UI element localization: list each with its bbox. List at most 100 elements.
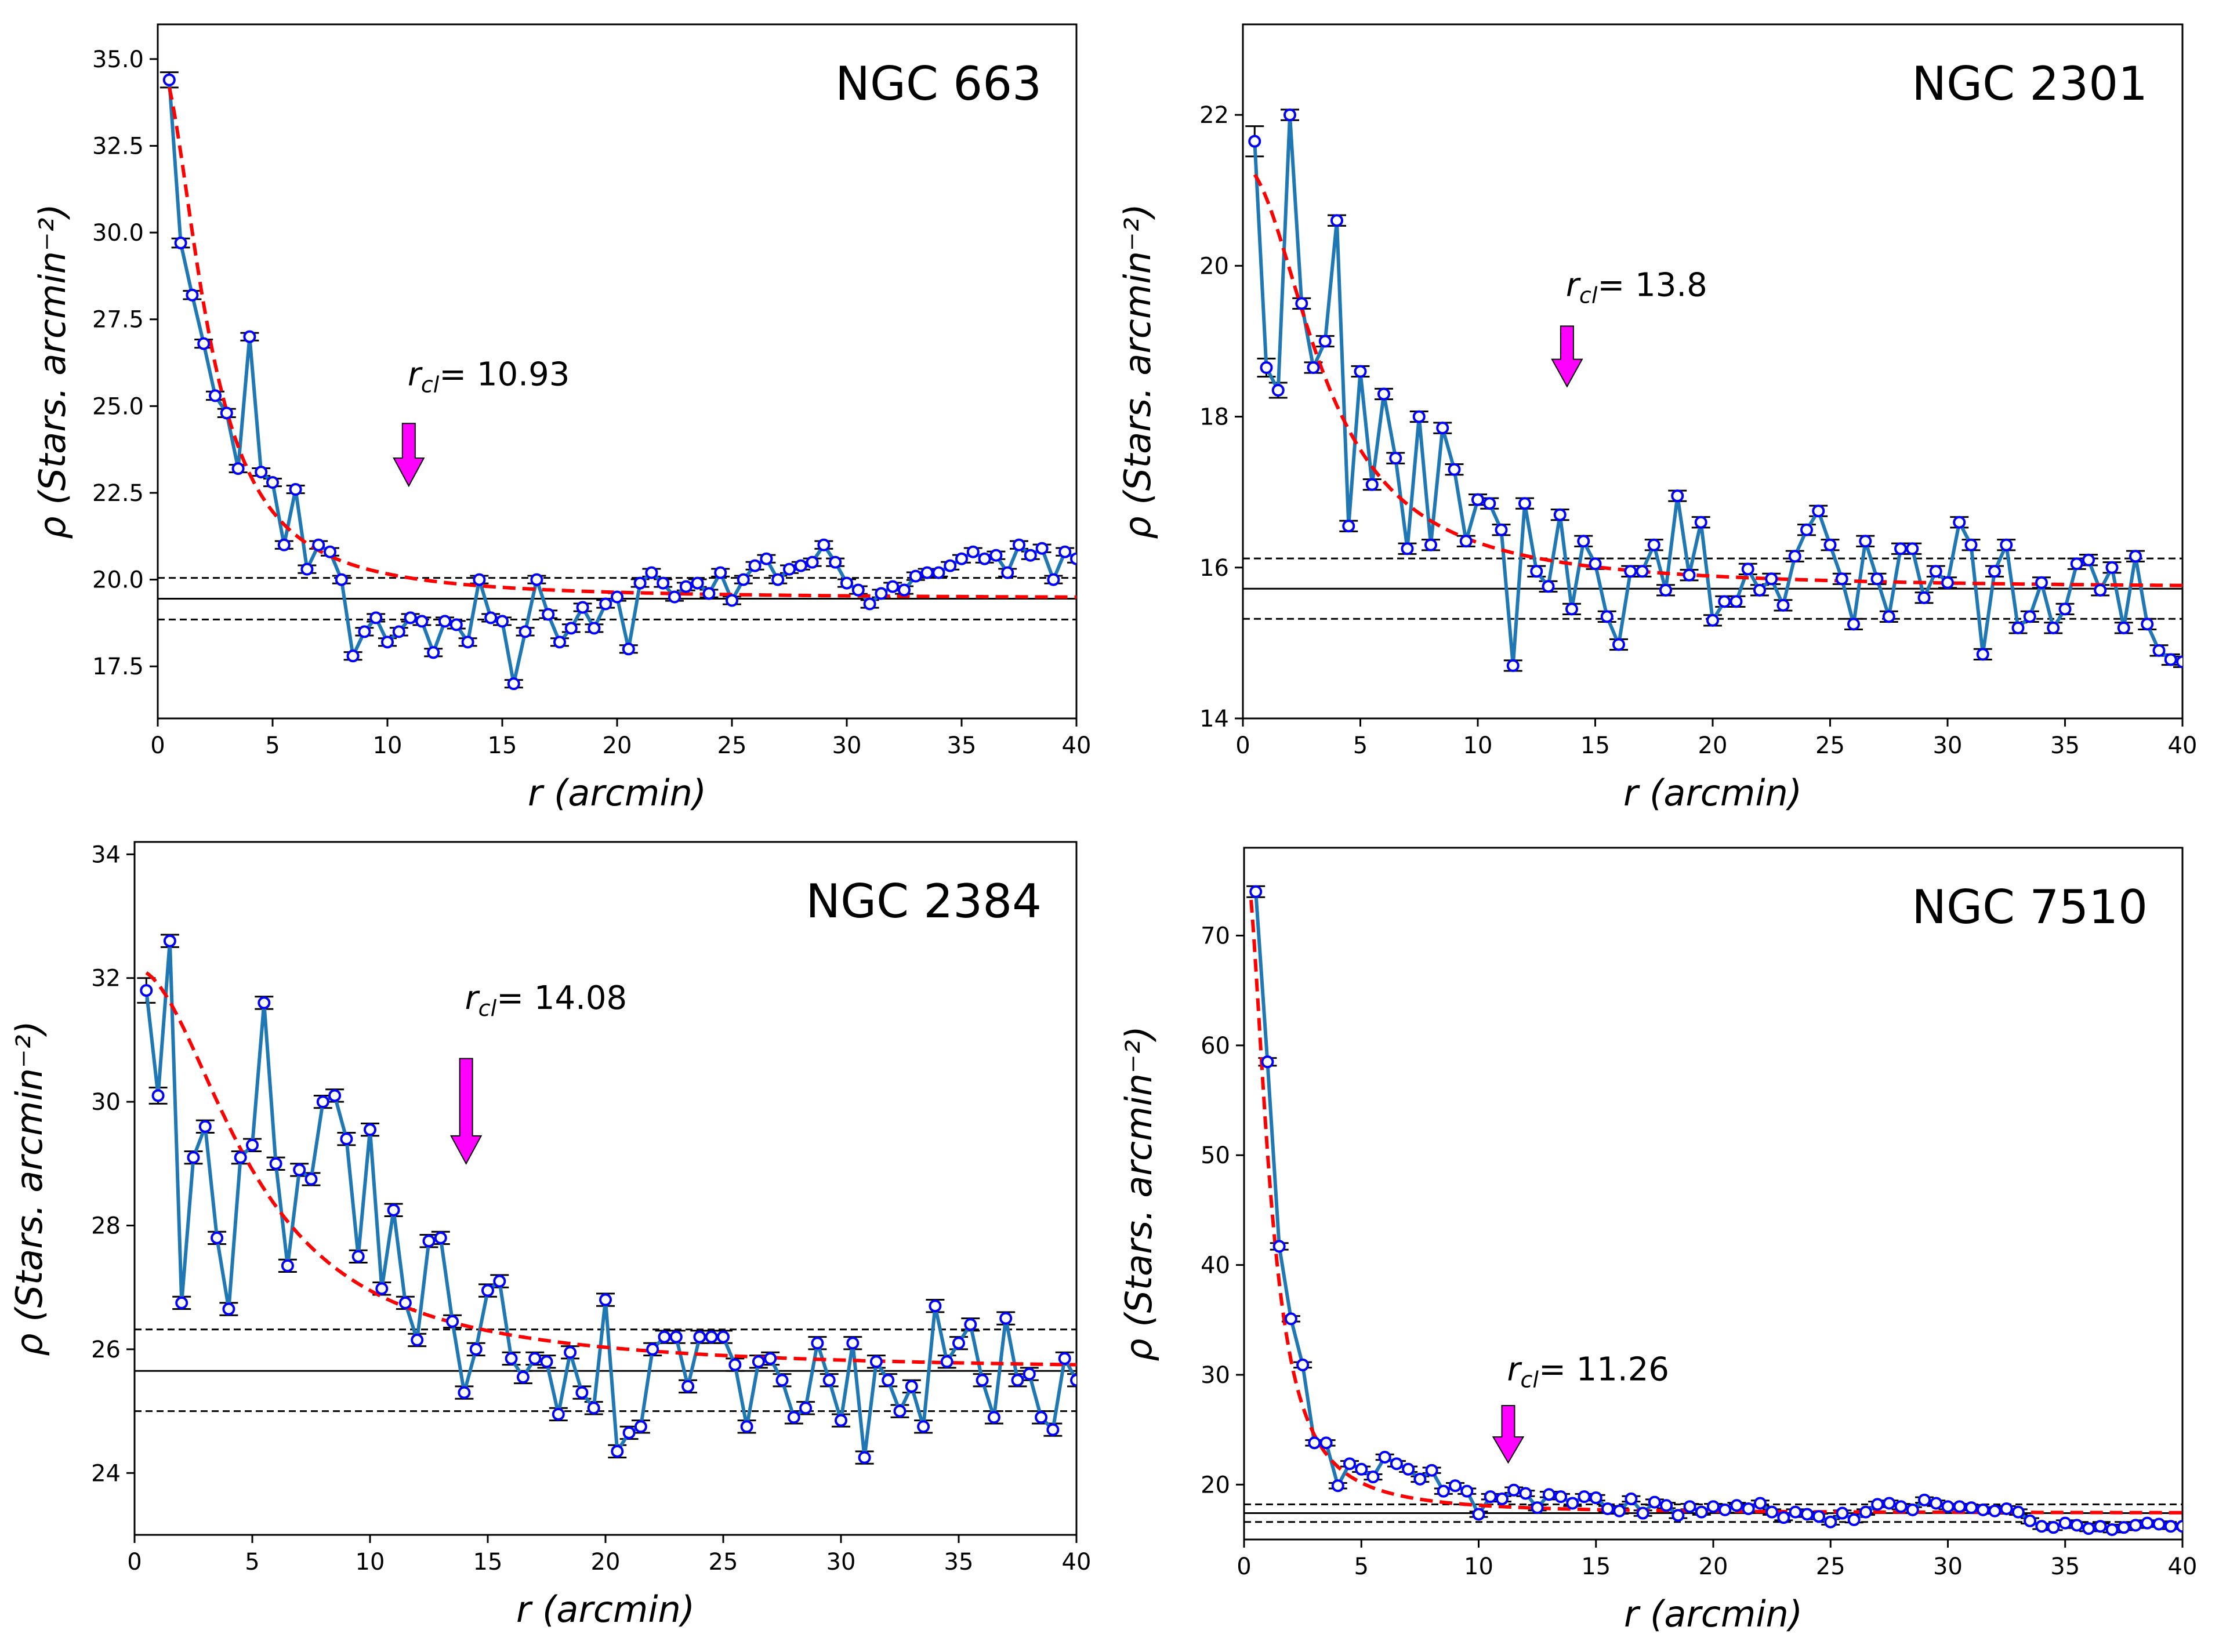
data-point	[335, 573, 348, 586]
data-point	[633, 576, 647, 590]
data-point	[1047, 573, 1060, 586]
data-point	[530, 573, 543, 586]
data-point	[1636, 1506, 1649, 1520]
data-point	[1977, 1503, 1990, 1516]
cluster-name: NGC 2301	[1912, 57, 2148, 111]
data-point	[909, 569, 922, 583]
x-tick-label: 25	[717, 732, 747, 759]
data-point	[1365, 478, 1379, 491]
data-point	[829, 555, 842, 569]
data-point	[1648, 1495, 1661, 1509]
x-tick-label: 35	[2050, 732, 2080, 759]
data-point	[952, 1337, 965, 1350]
data-point	[2082, 1522, 2095, 1535]
x-tick-label: 20	[603, 732, 632, 759]
data-point	[1730, 1499, 1743, 1512]
data-point	[187, 1151, 200, 1164]
data-point	[387, 1203, 400, 1217]
data-point	[668, 590, 681, 604]
data-point	[1953, 1500, 1966, 1513]
data-point	[346, 649, 360, 663]
data-point	[542, 608, 555, 621]
data-point	[222, 1302, 235, 1316]
data-point	[277, 538, 291, 551]
data-point	[575, 1386, 589, 1399]
data-point	[1765, 1505, 1779, 1519]
data-point	[269, 1157, 282, 1170]
data-point	[243, 330, 256, 343]
data-point	[1448, 463, 1461, 476]
data-point	[669, 1330, 683, 1344]
data-point	[1261, 1055, 1274, 1069]
data-point	[2011, 621, 2025, 634]
data-point	[381, 636, 394, 649]
data-point	[2047, 1521, 2060, 1534]
data-point	[726, 594, 738, 607]
data-point	[863, 597, 876, 611]
core-radius-label: rcl= 13.8	[1566, 266, 1707, 308]
data-point	[1835, 572, 1848, 586]
x-axis-label: r (arcmin)	[1623, 772, 1802, 814]
data-point	[404, 611, 417, 625]
data-point	[929, 1299, 942, 1313]
data-point	[657, 576, 670, 590]
data-point	[875, 587, 888, 600]
data-point	[1283, 108, 1296, 122]
data-point	[702, 587, 716, 600]
data-point	[740, 1420, 753, 1433]
data-point	[1460, 1484, 1474, 1498]
data-point	[964, 1318, 977, 1331]
x-tick-label: 40	[1062, 1549, 1092, 1575]
data-point	[1894, 1500, 1908, 1513]
data-point	[1929, 565, 1942, 578]
data-point	[599, 1293, 612, 1306]
data-point	[1484, 1490, 1497, 1504]
y-axis-label: ρ (Stars. arcmin⁻²)	[8, 1021, 50, 1356]
y-tick-label: 40	[1201, 1252, 1230, 1279]
data-point	[1495, 523, 1508, 536]
data-point	[553, 636, 566, 649]
data-point	[1495, 1492, 1509, 1505]
y-tick-label: 34	[91, 841, 121, 868]
data-point	[1272, 1240, 1286, 1253]
data-point	[1307, 361, 1320, 374]
data-point	[1046, 1423, 1060, 1436]
x-tick-label: 10	[356, 1549, 385, 1575]
data-point	[293, 1163, 306, 1177]
data-point	[2105, 561, 2119, 574]
data-point	[246, 1138, 259, 1152]
data-point	[599, 597, 612, 611]
data-point	[771, 573, 785, 586]
core-radius-label: rcl= 14.08	[465, 979, 628, 1021]
data-point	[1883, 1497, 1896, 1510]
x-tick-label: 0	[1237, 1553, 1251, 1580]
data-point	[255, 466, 268, 479]
data-point	[446, 1315, 459, 1328]
y-tick-label: 70	[1201, 923, 1230, 949]
data-point	[1776, 598, 1790, 612]
data-point	[163, 934, 176, 947]
core-radius-label: rcl= 11.26	[1507, 1350, 1669, 1392]
data-point	[1847, 618, 1860, 631]
data-point	[1930, 1497, 1943, 1510]
data-point	[1859, 1505, 1872, 1519]
data-point	[944, 559, 957, 572]
y-axis-label: ρ (Stars. arcmin⁻²)	[1116, 204, 1159, 539]
x-tick-label: 5	[265, 732, 280, 759]
data-point	[893, 1404, 907, 1418]
data-point	[1906, 1503, 1919, 1516]
cluster-name: NGC 7510	[1912, 880, 2148, 934]
data-point	[1296, 1358, 1310, 1371]
data-point	[835, 1414, 847, 1427]
data-point	[304, 1172, 318, 1186]
data-point	[1976, 648, 1989, 661]
data-point	[1859, 535, 1872, 548]
data-point	[1070, 552, 1076, 565]
data-point	[1519, 1487, 1532, 1500]
data-point	[1894, 542, 1907, 555]
data-point	[1377, 387, 1390, 401]
data-point	[622, 1426, 636, 1439]
data-point	[484, 611, 498, 625]
data-point	[1695, 1505, 1708, 1519]
data-point	[1660, 1499, 1673, 1512]
